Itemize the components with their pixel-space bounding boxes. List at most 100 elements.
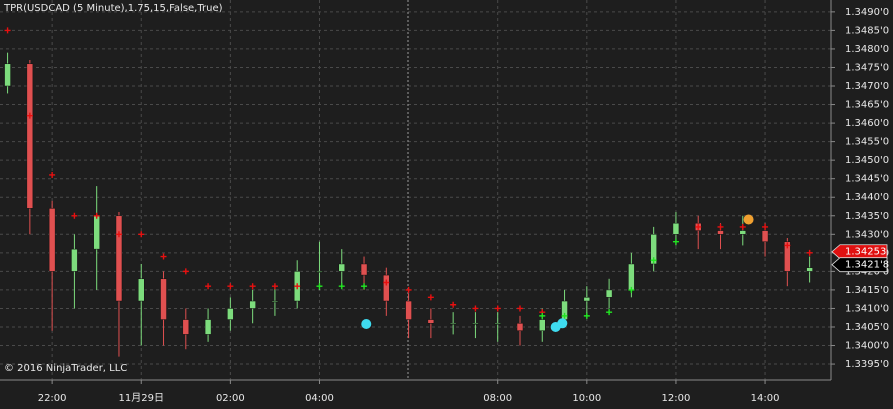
y-tick-label: 1.3415'0 xyxy=(845,285,889,296)
y-tick-label: 1.3405'0 xyxy=(845,322,889,333)
stop-marker xyxy=(4,27,11,34)
y-tick-label: 1.3410'0 xyxy=(845,303,889,314)
candle-body xyxy=(249,300,256,309)
candle-body xyxy=(160,278,167,320)
stop-marker xyxy=(516,305,523,312)
copyright: © 2016 NinjaTrader, LLC xyxy=(4,363,127,374)
y-tick-label: 1.3445'0 xyxy=(845,174,889,185)
candle-body xyxy=(93,215,100,250)
y-tick-label: 1.3465'0 xyxy=(845,100,889,111)
y-tick-label: 1.3470'0 xyxy=(845,81,889,92)
candle-body xyxy=(338,263,346,272)
y-tick-label: 1.3490'0 xyxy=(845,7,889,18)
y-tick-label: 1.3395'0 xyxy=(845,359,889,370)
candle-body xyxy=(316,271,323,273)
stop-marker xyxy=(606,309,613,316)
candle-body xyxy=(583,297,591,302)
stop-marker xyxy=(361,283,368,290)
candle-body xyxy=(628,263,635,291)
candle-body xyxy=(26,63,34,209)
y-tick-label: 1.3485'0 xyxy=(845,25,889,36)
candle-body xyxy=(739,230,747,235)
candle-body xyxy=(761,230,769,242)
stop-marker xyxy=(26,112,33,119)
stop-marker xyxy=(205,283,212,290)
candle-body xyxy=(806,267,813,272)
y-tick-label: 1.3435'0 xyxy=(845,211,889,222)
stop-marker xyxy=(383,279,390,286)
y-tick-label: 1.3480'0 xyxy=(845,44,889,55)
stop-marker xyxy=(784,242,791,249)
candle-body xyxy=(115,215,123,302)
candle-body xyxy=(605,289,613,298)
stop-marker xyxy=(650,257,657,264)
stop-marker xyxy=(628,286,635,293)
candle-body xyxy=(383,274,390,302)
stop-marker xyxy=(182,268,189,275)
price-tag xyxy=(831,244,888,260)
candle-body xyxy=(360,263,368,276)
candle-body xyxy=(204,319,212,335)
stop-marker xyxy=(427,294,434,301)
stop-marker xyxy=(450,301,457,308)
candle-body xyxy=(48,208,56,272)
stop-marker xyxy=(717,223,724,230)
signal-dot xyxy=(743,214,754,225)
stop-marker xyxy=(338,283,345,290)
candle-body xyxy=(494,323,501,325)
stop-marker xyxy=(294,283,301,290)
candle-body xyxy=(539,319,546,331)
stop-marker xyxy=(494,305,501,312)
y-tick-label: 1.3455'0 xyxy=(845,137,889,148)
stop-marker xyxy=(561,312,568,319)
stop-marker xyxy=(138,231,145,238)
candle-body xyxy=(672,222,680,235)
y-tick-label: 1.3460'0 xyxy=(845,118,889,129)
stop-marker xyxy=(160,253,167,260)
stop-marker xyxy=(249,283,256,290)
stop-marker xyxy=(672,238,679,245)
candle-body xyxy=(449,323,457,325)
stop-marker xyxy=(472,305,479,312)
price-tag-label: 1.34253 xyxy=(845,247,886,258)
stop-marker xyxy=(227,283,234,290)
candle-body xyxy=(405,300,412,320)
price-tag xyxy=(831,257,888,273)
y-tick-label: 1.3475'0 xyxy=(845,62,889,73)
candle-body xyxy=(137,278,145,302)
candle-body xyxy=(427,319,435,324)
x-tick-label: 02:00 xyxy=(216,393,245,404)
y-tick-label: 1.3400'0 xyxy=(845,341,889,352)
stop-marker xyxy=(49,171,56,178)
stop-marker xyxy=(583,312,590,319)
chart-title: TPR(USDCAD (5 Minute),1.75,15,False,True… xyxy=(3,3,223,14)
stop-marker xyxy=(93,212,100,219)
stop-marker xyxy=(739,223,746,230)
signal-dot xyxy=(557,318,568,329)
candle-body xyxy=(472,323,479,325)
candle-body xyxy=(516,323,524,331)
stop-marker xyxy=(271,283,278,290)
x-tick-label: 08:00 xyxy=(483,393,512,404)
candle-body xyxy=(717,230,724,235)
x-tick-label: 14:00 xyxy=(751,393,780,404)
candle-body xyxy=(182,319,190,335)
y-tick-label: 1.3430'0 xyxy=(845,229,889,240)
x-tick-label: 22:00 xyxy=(38,393,67,404)
candle-body xyxy=(784,241,791,272)
candle-body xyxy=(650,234,657,265)
stop-marker xyxy=(695,223,702,230)
stop-marker xyxy=(71,212,78,219)
x-tick-label: 10:00 xyxy=(572,393,601,404)
stop-marker xyxy=(316,283,323,290)
y-tick-label: 1.3450'0 xyxy=(845,155,889,166)
stop-marker xyxy=(539,312,546,319)
candle-body xyxy=(227,308,234,320)
x-tick-label: 11月29日 xyxy=(119,392,164,404)
candle-body xyxy=(71,248,78,272)
signal-dot xyxy=(361,319,372,330)
price-tag-label: 1.3421'8 xyxy=(845,260,889,271)
stop-marker xyxy=(115,231,122,238)
y-tick-label: 1.3440'0 xyxy=(845,192,889,203)
x-tick-label: 04:00 xyxy=(305,393,334,404)
